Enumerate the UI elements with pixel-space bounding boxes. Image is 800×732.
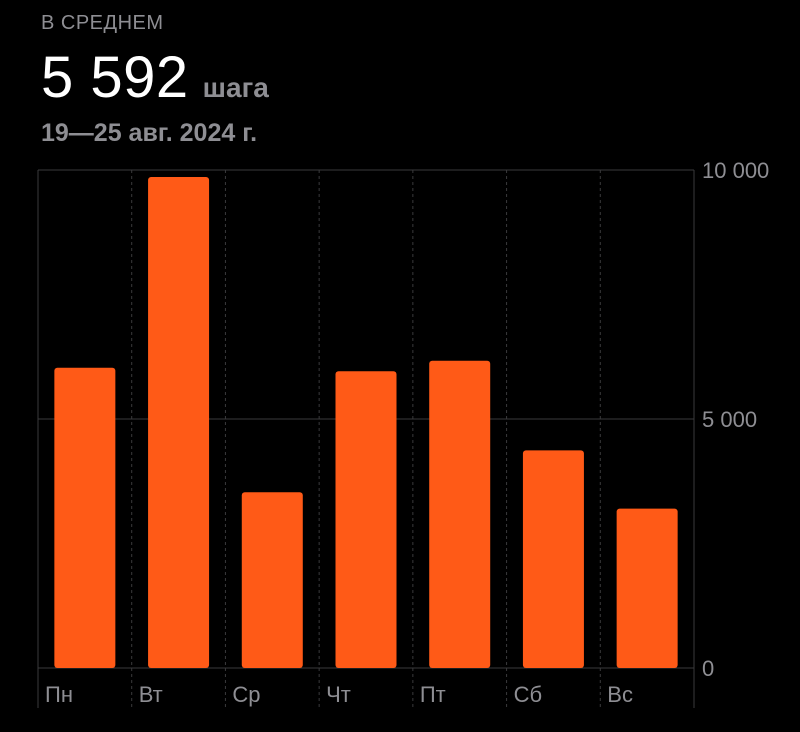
x-tick-label: Сб bbox=[514, 682, 543, 707]
bar-4[interactable] bbox=[335, 371, 397, 668]
steps-unit: шага bbox=[202, 72, 269, 103]
x-tick-label: Чт bbox=[326, 682, 351, 707]
bar-7[interactable] bbox=[616, 508, 678, 668]
y-tick-label: 0 bbox=[702, 656, 714, 681]
bar-2[interactable] bbox=[148, 176, 210, 669]
x-tick-label: Пт bbox=[420, 682, 446, 707]
bar-5[interactable] bbox=[429, 360, 491, 668]
bar-3[interactable] bbox=[241, 492, 303, 668]
average-caption: В СРЕДНЕМ bbox=[41, 12, 164, 34]
x-tick-label: Пн bbox=[45, 682, 73, 707]
bar-1[interactable] bbox=[54, 367, 116, 668]
y-tick-label: 10 000 bbox=[702, 158, 769, 183]
average-steps-value: 5 592 bbox=[41, 45, 189, 110]
x-tick-label: Ср bbox=[232, 682, 260, 707]
y-tick-label: 5 000 bbox=[702, 407, 757, 432]
x-tick-label: Вт bbox=[139, 682, 163, 707]
average-value-row: 5 592 шага bbox=[41, 44, 269, 111]
x-tick-label: Вс bbox=[607, 682, 633, 707]
bar-6[interactable] bbox=[522, 450, 584, 668]
date-range: 19—25 авг. 2024 г. bbox=[41, 119, 258, 147]
